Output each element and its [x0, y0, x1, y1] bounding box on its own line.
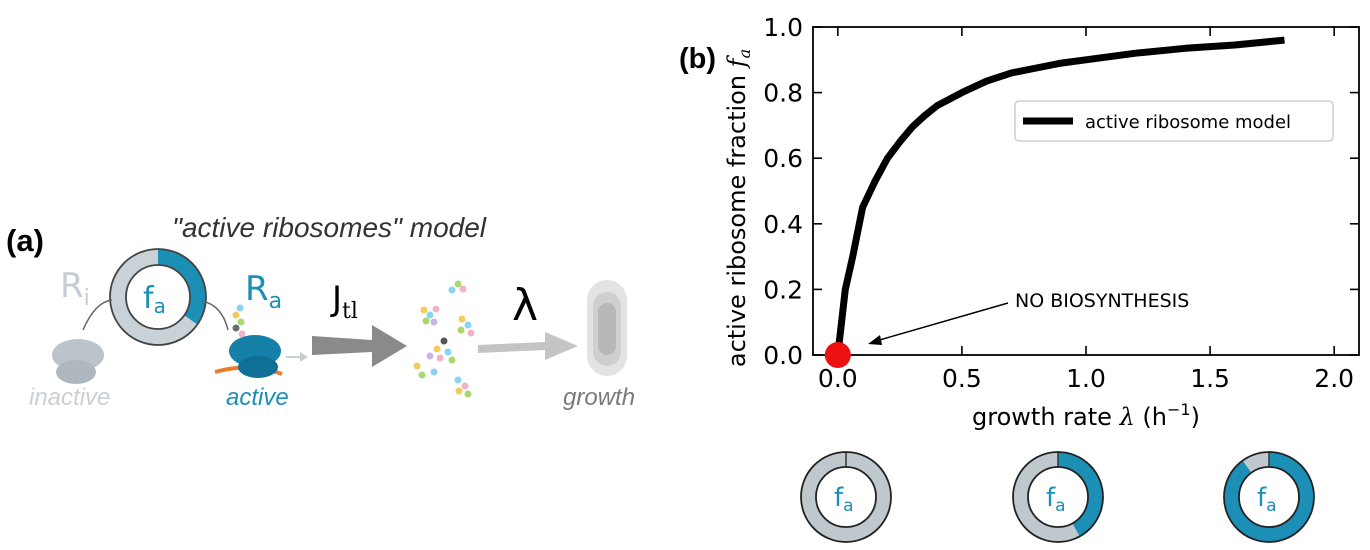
growth-label: growth: [563, 384, 635, 411]
y-tick-label: 0.6: [763, 144, 803, 173]
ring-fraction-symbol: fa: [834, 483, 854, 516]
ring-active-arc: [1057, 451, 1104, 537]
ring-connector-active: [201, 300, 229, 331]
growth-rate-symbol: λ: [512, 280, 538, 331]
x-tick-label: 2.0: [1314, 364, 1354, 393]
panel-a: (a) "active ribosomes" model Ri fa Ra in…: [6, 212, 635, 411]
active-label: active: [226, 384, 289, 411]
x-tick-label: 1.5: [1190, 364, 1230, 393]
active-ribosome-symbol: Ra: [245, 269, 282, 314]
fraction-rings: fa fa fa: [800, 451, 1315, 543]
ring-connector-inactive: [82, 299, 113, 331]
y-tick-label: 0.4: [763, 210, 803, 239]
protein-clusters-icon: [413, 280, 475, 398]
fraction-ring-3: fa: [1223, 451, 1315, 543]
fraction-ring-1: fa: [800, 451, 892, 543]
panel-b-label: (b): [679, 43, 716, 75]
fraction-ring: fa: [109, 248, 207, 346]
inactive-label: inactive: [29, 384, 110, 411]
x-tick-label: 0.0: [818, 364, 858, 393]
ring-fraction-symbol: fa: [1046, 483, 1066, 516]
y-axis-ticks: 0.0 0.2 0.4 0.6 0.8 1.0: [763, 13, 1359, 370]
y-tick-label: 0.2: [763, 275, 803, 304]
annotation-arrowhead: [868, 335, 882, 345]
annotation-arrow-shaft: [875, 302, 1009, 342]
x-tick-label: 1.0: [1066, 364, 1106, 393]
no-biosynthesis-annotation: NO BIOSYNTHESIS: [1015, 290, 1189, 312]
ring-fraction-symbol: fa: [1257, 483, 1277, 516]
inactive-ribosome-icon: [52, 339, 104, 384]
x-axis-label: growth rate λ (h−1): [972, 400, 1200, 431]
no-biosynthesis-point: [824, 342, 851, 368]
x-axis-ticks: 0.0 0.5 1.0 1.5 2.0: [818, 27, 1354, 393]
x-tick-label: 0.5: [942, 364, 982, 393]
ring-active-arc: [1224, 452, 1315, 542]
fraction-symbol: fa: [143, 281, 166, 318]
fraction-ring-2: fa: [1012, 451, 1104, 543]
series-line-active-ribosome-model: [834, 36, 1285, 356]
model-title: "active ribosomes" model: [172, 212, 487, 243]
translation-flux-arrow: [312, 325, 407, 367]
y-tick-label: 1.0: [763, 13, 803, 42]
panel-a-label: (a): [6, 223, 44, 258]
y-axis-label: active ribosome fraction fa: [723, 49, 754, 367]
legend: active ribosome model: [1014, 100, 1334, 142]
inactive-ribosome-symbol: Ri: [60, 266, 90, 311]
active-ribosome-icon: [214, 304, 283, 378]
legend-label: active ribosome model: [1085, 112, 1291, 133]
y-tick-label: 0.8: [763, 79, 803, 108]
panel-b: (b) 0.0 0.2 0.4 0.6 0.8 1.0 0.0 0.5 1.0 1.5 2.0 a…: [679, 13, 1360, 543]
cell-growth-icon: [587, 280, 627, 376]
growth-arrow: [478, 332, 578, 360]
flux-symbol: Jtl: [330, 279, 358, 324]
y-tick-label: 0.0: [763, 341, 803, 370]
